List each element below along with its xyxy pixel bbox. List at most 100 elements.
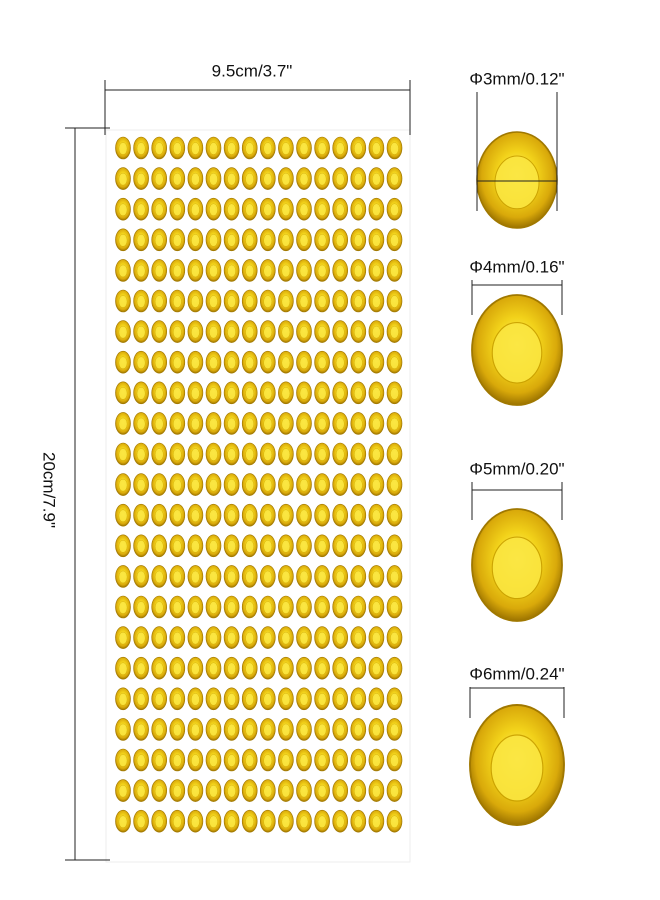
- gem-facet: [118, 478, 128, 492]
- gem-facet: [281, 387, 291, 400]
- gem-facet: [353, 387, 363, 400]
- gem-facet: [335, 172, 345, 186]
- gem-facet: [136, 631, 146, 645]
- gem-facet: [335, 693, 345, 706]
- gem-facet: [335, 754, 345, 767]
- gem-facet: [390, 448, 399, 461]
- gem-facet: [227, 540, 236, 553]
- gem-facet: [353, 570, 363, 584]
- gem-facet: [335, 142, 345, 155]
- gem-facet: [209, 356, 218, 370]
- gem-facet: [299, 172, 309, 186]
- gem-facet: [172, 234, 182, 247]
- gem-facet: [118, 448, 128, 461]
- gem-facet: [118, 203, 128, 216]
- gem-facet: [317, 815, 327, 829]
- gem-facet: [490, 734, 544, 802]
- gem-facet: [227, 325, 236, 339]
- gem-facet: [136, 784, 146, 798]
- gem-facet: [191, 142, 200, 155]
- gem-facet: [118, 356, 128, 370]
- gem-facet: [154, 662, 164, 676]
- gem-facet: [154, 509, 164, 523]
- gem-facet: [209, 693, 218, 706]
- gem-facet: [209, 203, 218, 216]
- gem-facet: [154, 203, 164, 216]
- gem-facet: [281, 784, 291, 798]
- gem-grid: [115, 136, 403, 833]
- gem-facet: [299, 601, 309, 614]
- gem-facet: [281, 356, 291, 370]
- gem-facet: [172, 417, 182, 431]
- gem-facet: [191, 754, 200, 767]
- gem-facet: [245, 815, 255, 829]
- gem-facet: [209, 570, 218, 584]
- gem-facet: [390, 723, 399, 737]
- gem-facet: [299, 325, 309, 339]
- gem-facet: [317, 723, 327, 737]
- gem-facet: [263, 142, 273, 155]
- gem-facet: [191, 325, 200, 339]
- gem-facet: [136, 325, 146, 339]
- gem-facet: [118, 325, 128, 339]
- gem-facet: [335, 356, 345, 370]
- gem-facet: [353, 478, 363, 492]
- gem-facet: [335, 509, 345, 523]
- gem-facet: [353, 203, 363, 216]
- gem-facet: [317, 754, 327, 767]
- gem-facet: [263, 448, 273, 461]
- gem-facet: [353, 509, 363, 523]
- gem-facet: [317, 631, 327, 645]
- gem-facet: [191, 478, 200, 492]
- gem-facet: [281, 570, 291, 584]
- gem-facet: [372, 417, 381, 431]
- gem-facet: [227, 264, 236, 278]
- gem-facet: [299, 264, 309, 278]
- gem-facet: [209, 784, 218, 798]
- gem-facet: [136, 142, 146, 155]
- gem-facet: [263, 723, 273, 737]
- gem-facet: [172, 815, 182, 829]
- gem-facet: [263, 784, 273, 798]
- gem-facet: [227, 203, 236, 216]
- gem-facet: [154, 570, 164, 584]
- gem-facet: [317, 662, 327, 676]
- gem-facet: [227, 234, 236, 247]
- gem-facet: [317, 417, 327, 431]
- gem-facet: [353, 754, 363, 767]
- gem-facet: [245, 754, 255, 767]
- gem-facet: [263, 540, 273, 553]
- gem-facet: [317, 601, 327, 614]
- gem-facet: [372, 693, 381, 706]
- gem-facet: [227, 142, 236, 155]
- gem-facet: [172, 325, 182, 339]
- gem-facet: [245, 509, 255, 523]
- gem-facet: [281, 723, 291, 737]
- gem-facet: [118, 570, 128, 584]
- gem-facet: [245, 693, 255, 706]
- gem-facet: [191, 723, 200, 737]
- gem-facet: [263, 264, 273, 278]
- size-label: Φ3mm/0.12": [469, 69, 564, 88]
- gem-facet: [245, 234, 255, 247]
- gem-facet: [372, 540, 381, 553]
- gem-facet: [299, 570, 309, 584]
- gem-facet: [136, 815, 146, 829]
- gem-facet: [172, 693, 182, 706]
- gem-facet: [299, 203, 309, 216]
- gem-facet: [118, 417, 128, 431]
- gem-facet: [335, 601, 345, 614]
- gem-facet: [281, 142, 291, 155]
- gem-facet: [136, 264, 146, 278]
- gem-facet: [353, 662, 363, 676]
- gem-facet: [281, 509, 291, 523]
- size-samples: Φ3mm/0.12" Φ4mm/0.16" Φ5mm/0.20" Φ6mm/0.24": [469, 69, 565, 826]
- gem-facet: [335, 417, 345, 431]
- gem-facet: [317, 203, 327, 216]
- gem-facet: [299, 142, 309, 155]
- gem-facet: [191, 601, 200, 614]
- gem-facet: [118, 662, 128, 676]
- gem-facet: [390, 387, 399, 400]
- gem-facet: [154, 448, 164, 461]
